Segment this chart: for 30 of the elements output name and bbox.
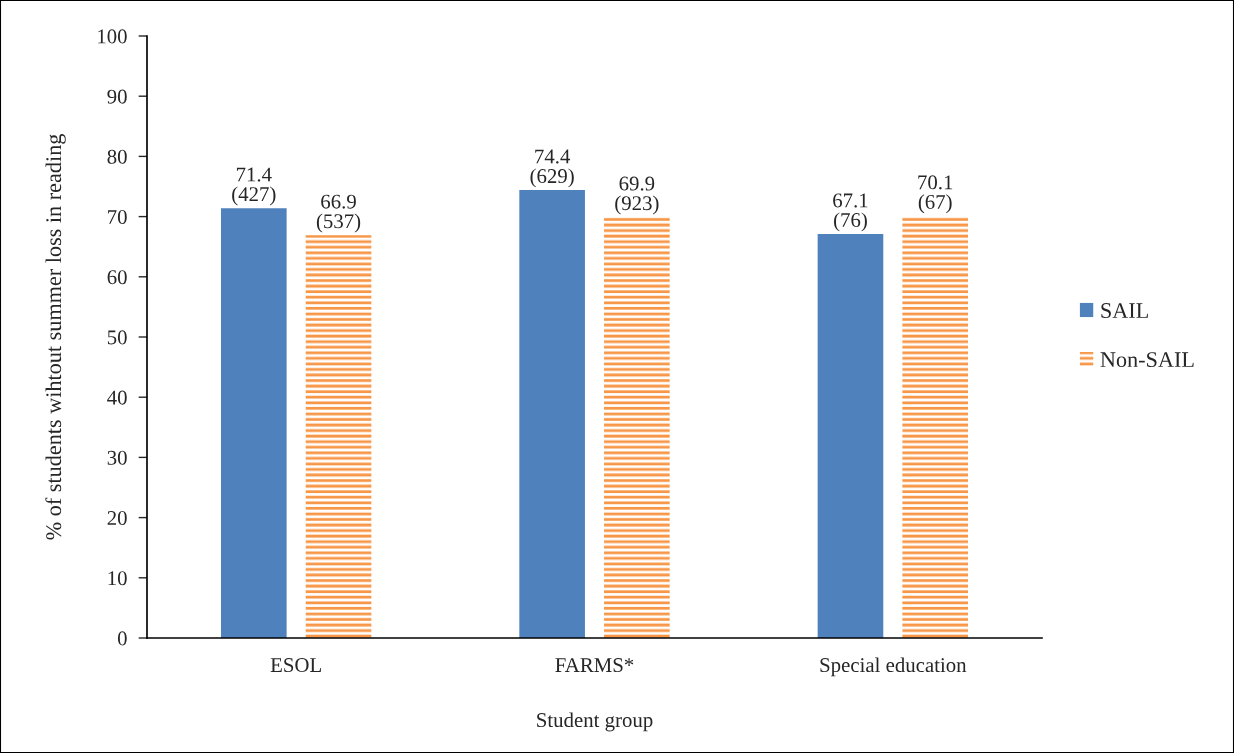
y-tick-label: 10: [108, 571, 127, 586]
x-tick-label: ESOL: [270, 658, 321, 673]
y-tick-label: 60: [107, 270, 127, 285]
x-tick-label: FARMS*: [555, 658, 634, 673]
y-tick-label: 90: [107, 89, 127, 104]
x-axis-title: Student group: [537, 712, 653, 732]
bar: [902, 216, 969, 638]
data-label: 74.4 (629): [530, 149, 574, 188]
data-label: 71.4 (427): [232, 167, 276, 206]
x-tick-label: Special education: [820, 657, 967, 677]
y-tick-label: 40: [107, 390, 127, 405]
y-tick-label: 80: [107, 149, 127, 164]
y-tick-label: 100: [98, 29, 127, 44]
data-label: 69.9 (923): [615, 176, 659, 215]
bar: [604, 217, 670, 638]
y-tick-label: 30: [107, 450, 127, 465]
bar: [305, 235, 372, 638]
legend-label: Non-SAIL: [1100, 352, 1194, 368]
data-label: 70.1 (67): [918, 175, 953, 214]
y-tick-label: 20: [107, 510, 127, 526]
y-tick-label: 70: [108, 209, 127, 225]
legend-label: SAIL: [1101, 303, 1148, 319]
data-label: 67.1 (76): [833, 193, 868, 232]
bar: [220, 208, 287, 638]
bar: [519, 190, 585, 638]
y-tick-label: 50: [107, 330, 127, 345]
bar: [817, 234, 884, 638]
y-tick-label: 0: [117, 631, 127, 646]
y-axis-title: % of students wihtout summer loss in reading: [45, 134, 66, 540]
data-label: 66.9 (537): [316, 194, 361, 233]
